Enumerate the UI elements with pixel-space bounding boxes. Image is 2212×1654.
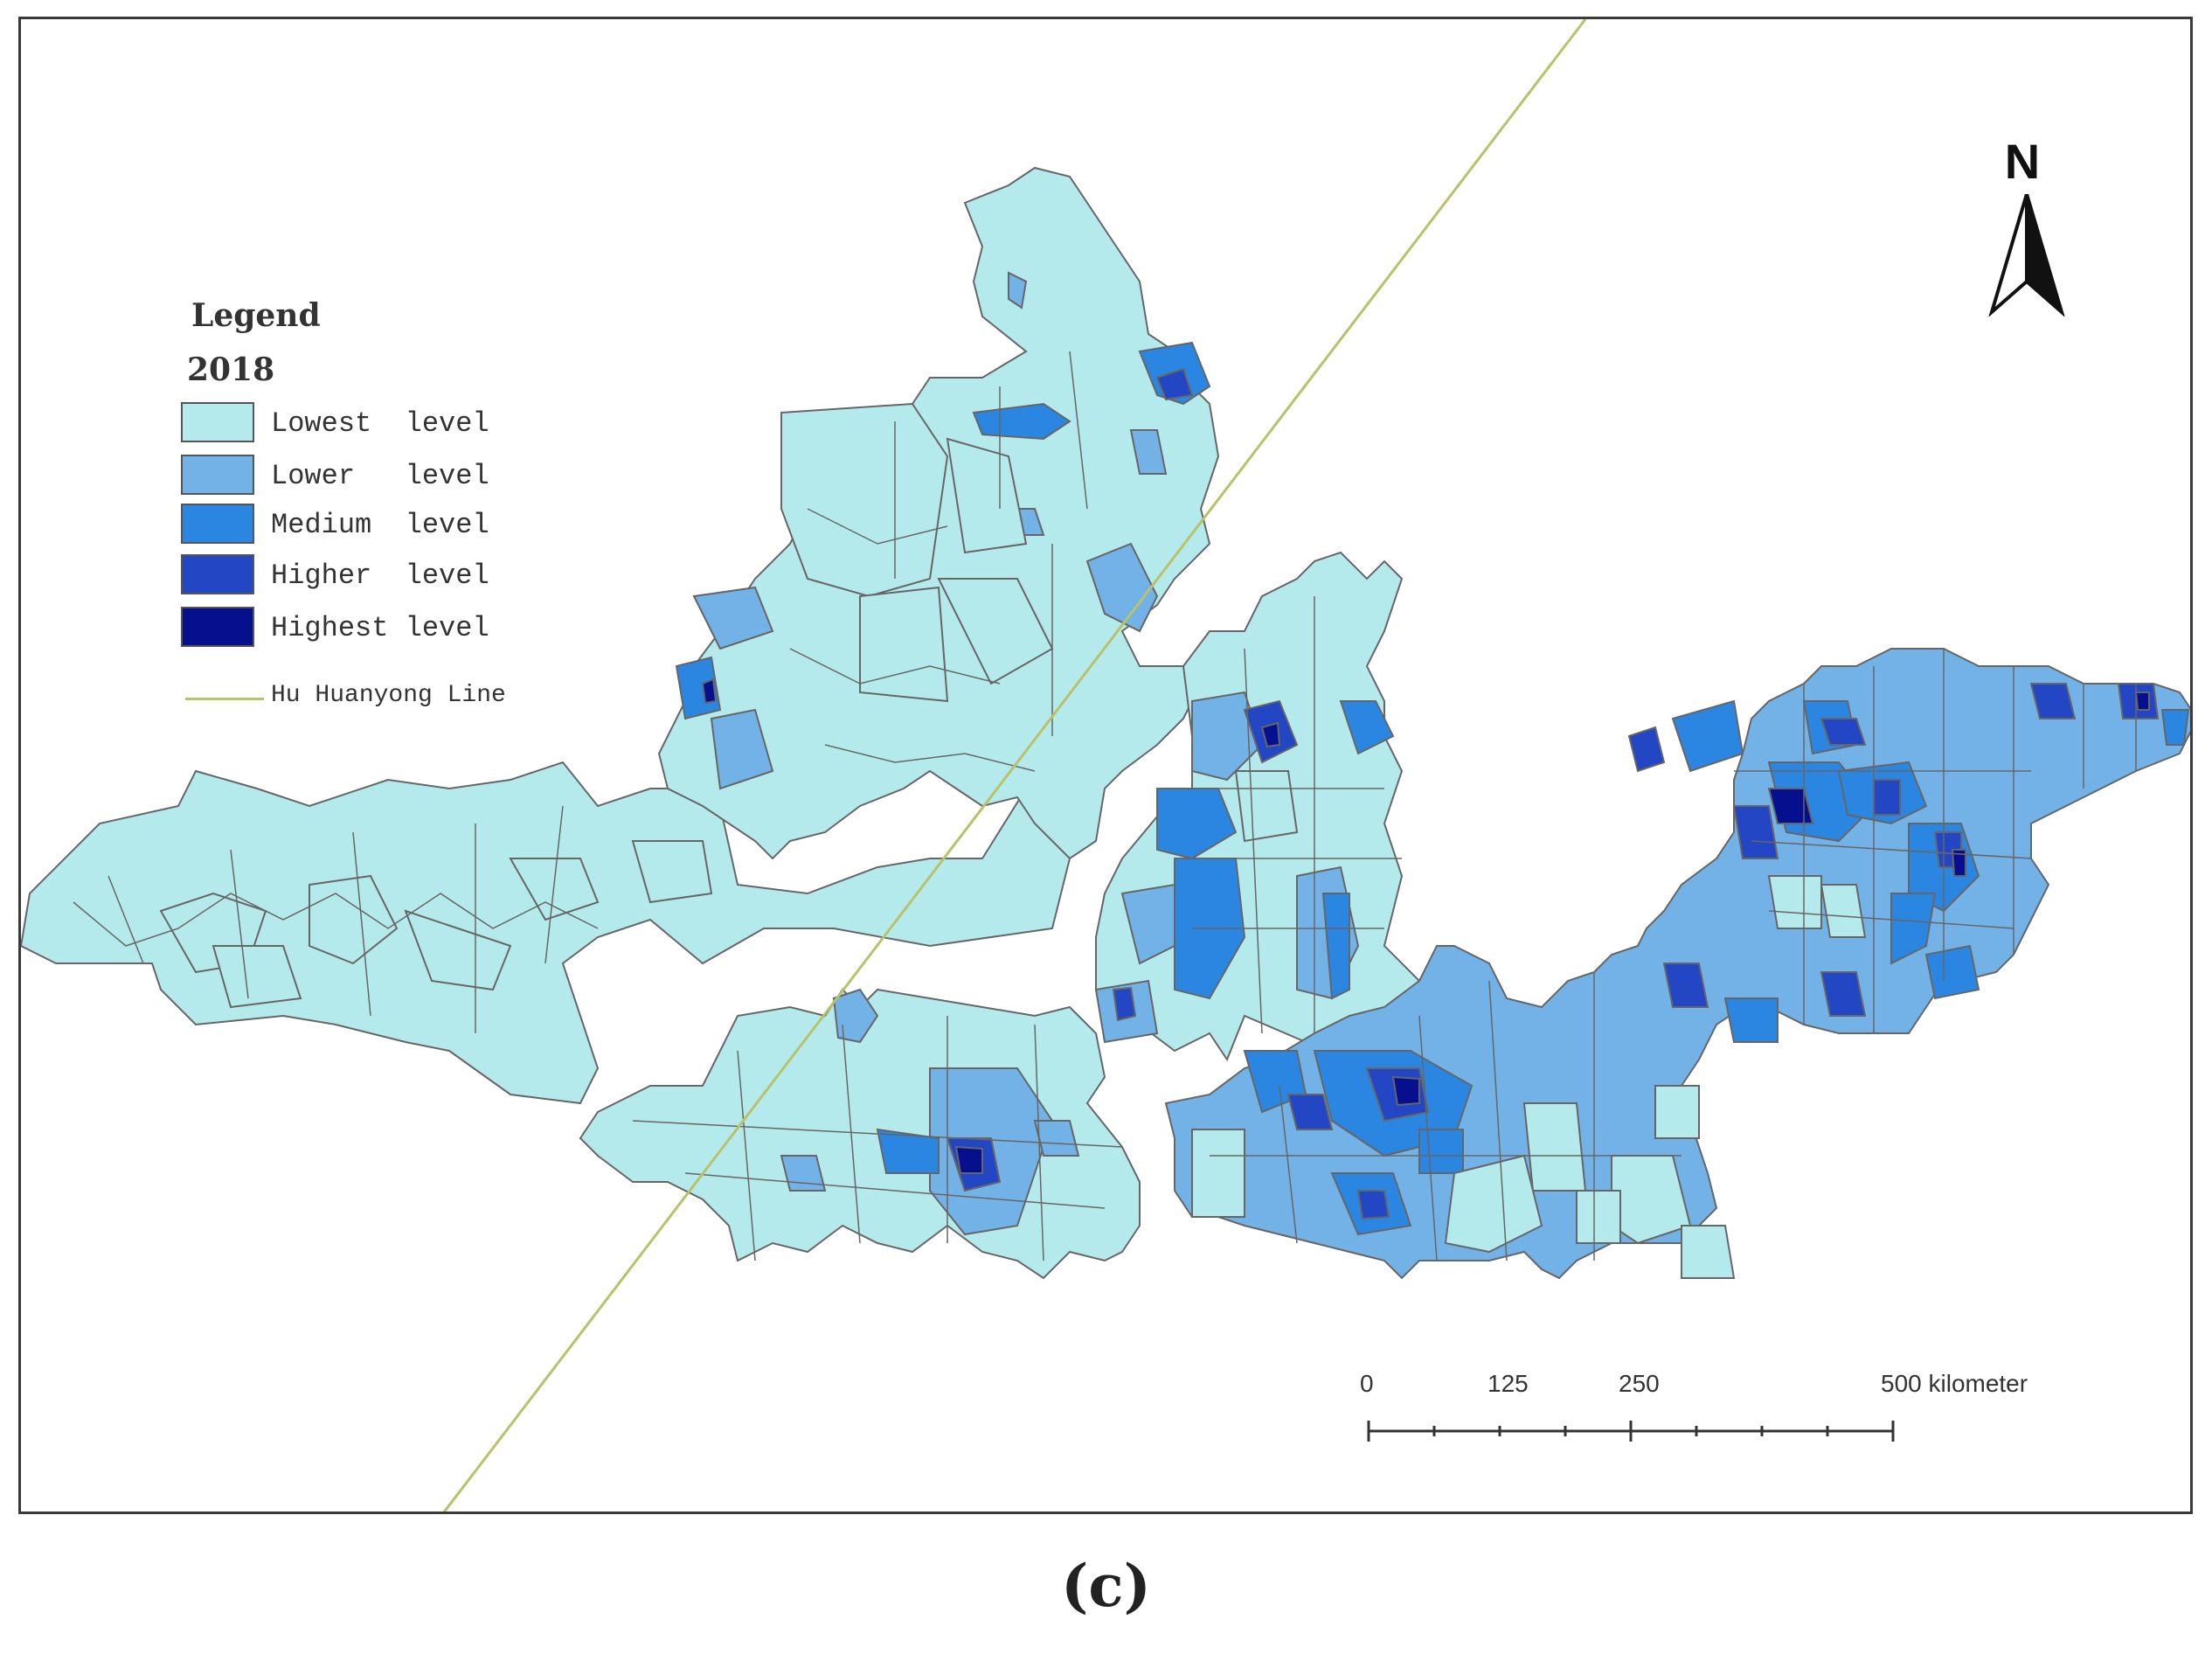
legend-line-sample bbox=[185, 698, 264, 700]
county-boundaries bbox=[73, 351, 2137, 1261]
legend-swatch-lowest bbox=[181, 402, 254, 442]
legend-title: Legend bbox=[191, 297, 321, 334]
north-arrow-icon bbox=[1988, 194, 2065, 316]
legend-swatch-lower bbox=[181, 455, 254, 495]
legend-label-higher: Higher level bbox=[271, 559, 489, 592]
scale-bar-ruler bbox=[1367, 1421, 1895, 1442]
scale-bar: 0 125 250 500 kilometer bbox=[1360, 1370, 2028, 1449]
legend-line-label: Hu Huanyong Line bbox=[271, 682, 506, 709]
map-frame: Legend 2018 Lowest level Lower level Med… bbox=[18, 17, 2193, 1514]
north-arrow: N bbox=[1970, 133, 2075, 343]
legend-swatch-highest bbox=[181, 607, 254, 647]
scale-label-250: 250 bbox=[1619, 1370, 1660, 1397]
region-north-central bbox=[657, 166, 1220, 860]
north-arrow-letter: N bbox=[2004, 134, 2041, 189]
legend-swatch-higher bbox=[181, 554, 254, 594]
scale-label-125: 125 bbox=[1487, 1370, 1529, 1397]
scale-label-500: 500 kilometer bbox=[1881, 1370, 2028, 1397]
region-south bbox=[579, 988, 1141, 1280]
legend-year: 2018 bbox=[187, 351, 275, 388]
figure-caption: (c) bbox=[1061, 1552, 1151, 1620]
legend-label-lowest: Lowest level bbox=[271, 407, 489, 440]
legend-label-highest: Highest level bbox=[271, 612, 489, 644]
region-central bbox=[1094, 551, 1421, 1062]
scale-label-0: 0 bbox=[1360, 1370, 1374, 1397]
region-west bbox=[21, 761, 1089, 1105]
hu-huanyong-line bbox=[442, 19, 1587, 1512]
map-canvas bbox=[21, 19, 2190, 1512]
legend-label-lower: Lower level bbox=[271, 460, 489, 492]
region-east bbox=[1164, 648, 2190, 1280]
legend-label-medium: Medium level bbox=[271, 509, 489, 541]
legend-swatch-medium bbox=[181, 504, 254, 544]
